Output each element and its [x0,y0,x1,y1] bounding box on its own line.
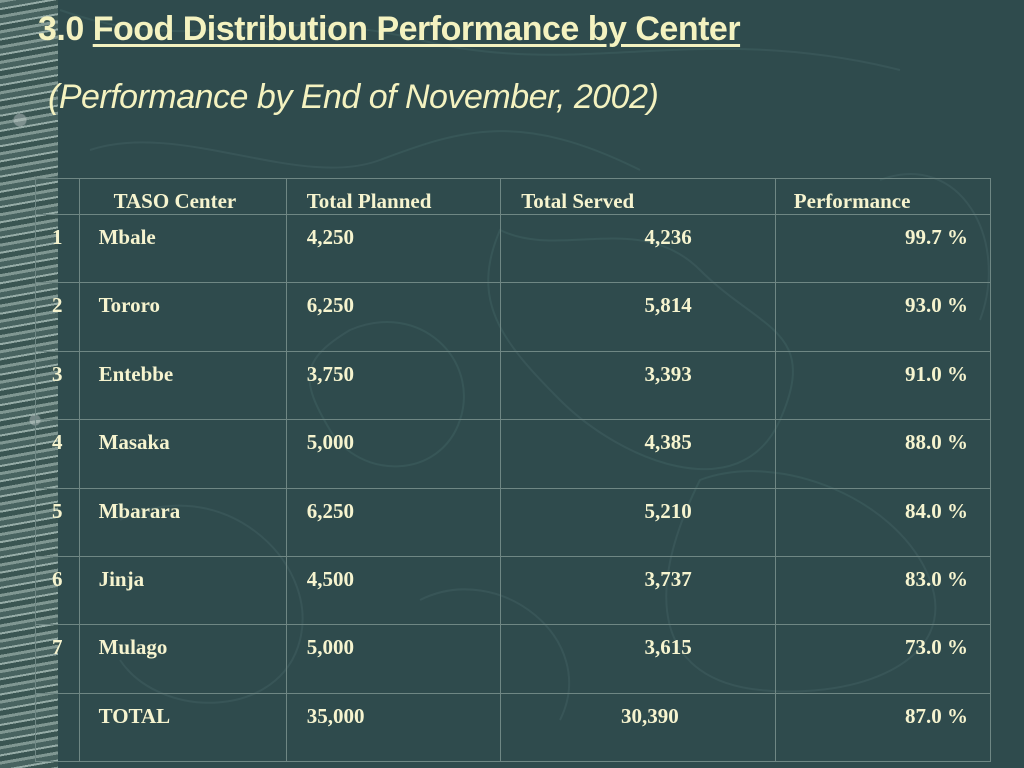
row-planned: 4,500 [285,555,502,626]
row-center: Masaka [78,419,287,489]
slide-title: 3.0 Food Distribution Performance by Cen… [38,10,741,49]
row-planned: 6,250 [285,282,502,352]
table-row: 6 Jinja 4,500 3,737 83.0 % [35,555,992,626]
row-number: 5 [35,487,80,557]
row-number: 2 [35,282,80,352]
header-number [35,178,80,215]
total-planned: 35,000 [285,692,502,763]
row-center: Entebbe [78,350,287,421]
table-row: 2 Tororo 6,250 5,814 93.0 % [35,282,992,352]
row-center: Jinja [78,555,287,626]
table-row: 7 Mulago 5,000 3,615 73.0 % [35,624,992,694]
row-center: Mbale [78,213,287,284]
performance-table: TASO Center Total Planned Total Served P… [35,178,992,763]
row-performance: 91.0 % [774,350,992,421]
row-planned: 3,750 [285,350,502,421]
row-number: 4 [35,419,80,489]
title-number: 3.0 [38,10,84,48]
row-performance: 93.0 % [774,282,992,352]
row-served: 3,615 [500,624,776,694]
row-center: Mbarara [78,487,287,557]
row-number: 3 [35,350,80,421]
table-row: 1 Mbale 4,250 4,236 99.7 % [35,213,992,284]
row-planned: 6,250 [285,487,502,557]
row-planned: 5,000 [285,624,502,694]
slide-subtitle: (Performance by End of November, 2002) [48,78,659,116]
row-performance: 88.0 % [774,419,992,489]
total-served: 30,390 [500,692,776,763]
header-performance: Performance [774,178,992,215]
row-served: 3,737 [500,555,776,626]
total-number [35,692,80,763]
row-planned: 4,250 [285,213,502,284]
table-row: 3 Entebbe 3,750 3,393 91.0 % [35,350,992,421]
row-center: Mulago [78,624,287,694]
row-planned: 5,000 [285,419,502,489]
table-row: 4 Masaka 5,000 4,385 88.0 % [35,419,992,489]
row-served: 3,393 [500,350,776,421]
row-served: 4,385 [500,419,776,489]
row-served: 5,210 [500,487,776,557]
title-text: Food Distribution Performance by Center [92,10,741,48]
row-performance: 73.0 % [774,624,992,694]
row-served: 5,814 [500,282,776,352]
row-number: 7 [35,624,80,694]
table-total-row: TOTAL 35,000 30,390 87.0 % [35,692,992,763]
row-number: 6 [35,555,80,626]
header-total-planned: Total Planned [285,178,502,215]
total-performance: 87.0 % [774,692,992,763]
row-performance: 84.0 % [774,487,992,557]
row-number: 1 [35,213,80,284]
header-taso-center: TASO Center [78,178,287,215]
row-served: 4,236 [500,213,776,284]
row-performance: 83.0 % [774,555,992,626]
table-row: 5 Mbarara 6,250 5,210 84.0 % [35,487,992,557]
table-header-row: TASO Center Total Planned Total Served P… [35,178,992,215]
row-center: Tororo [78,282,287,352]
header-total-served: Total Served [500,178,776,215]
row-performance: 99.7 % [774,213,992,284]
total-label: TOTAL [78,692,287,763]
